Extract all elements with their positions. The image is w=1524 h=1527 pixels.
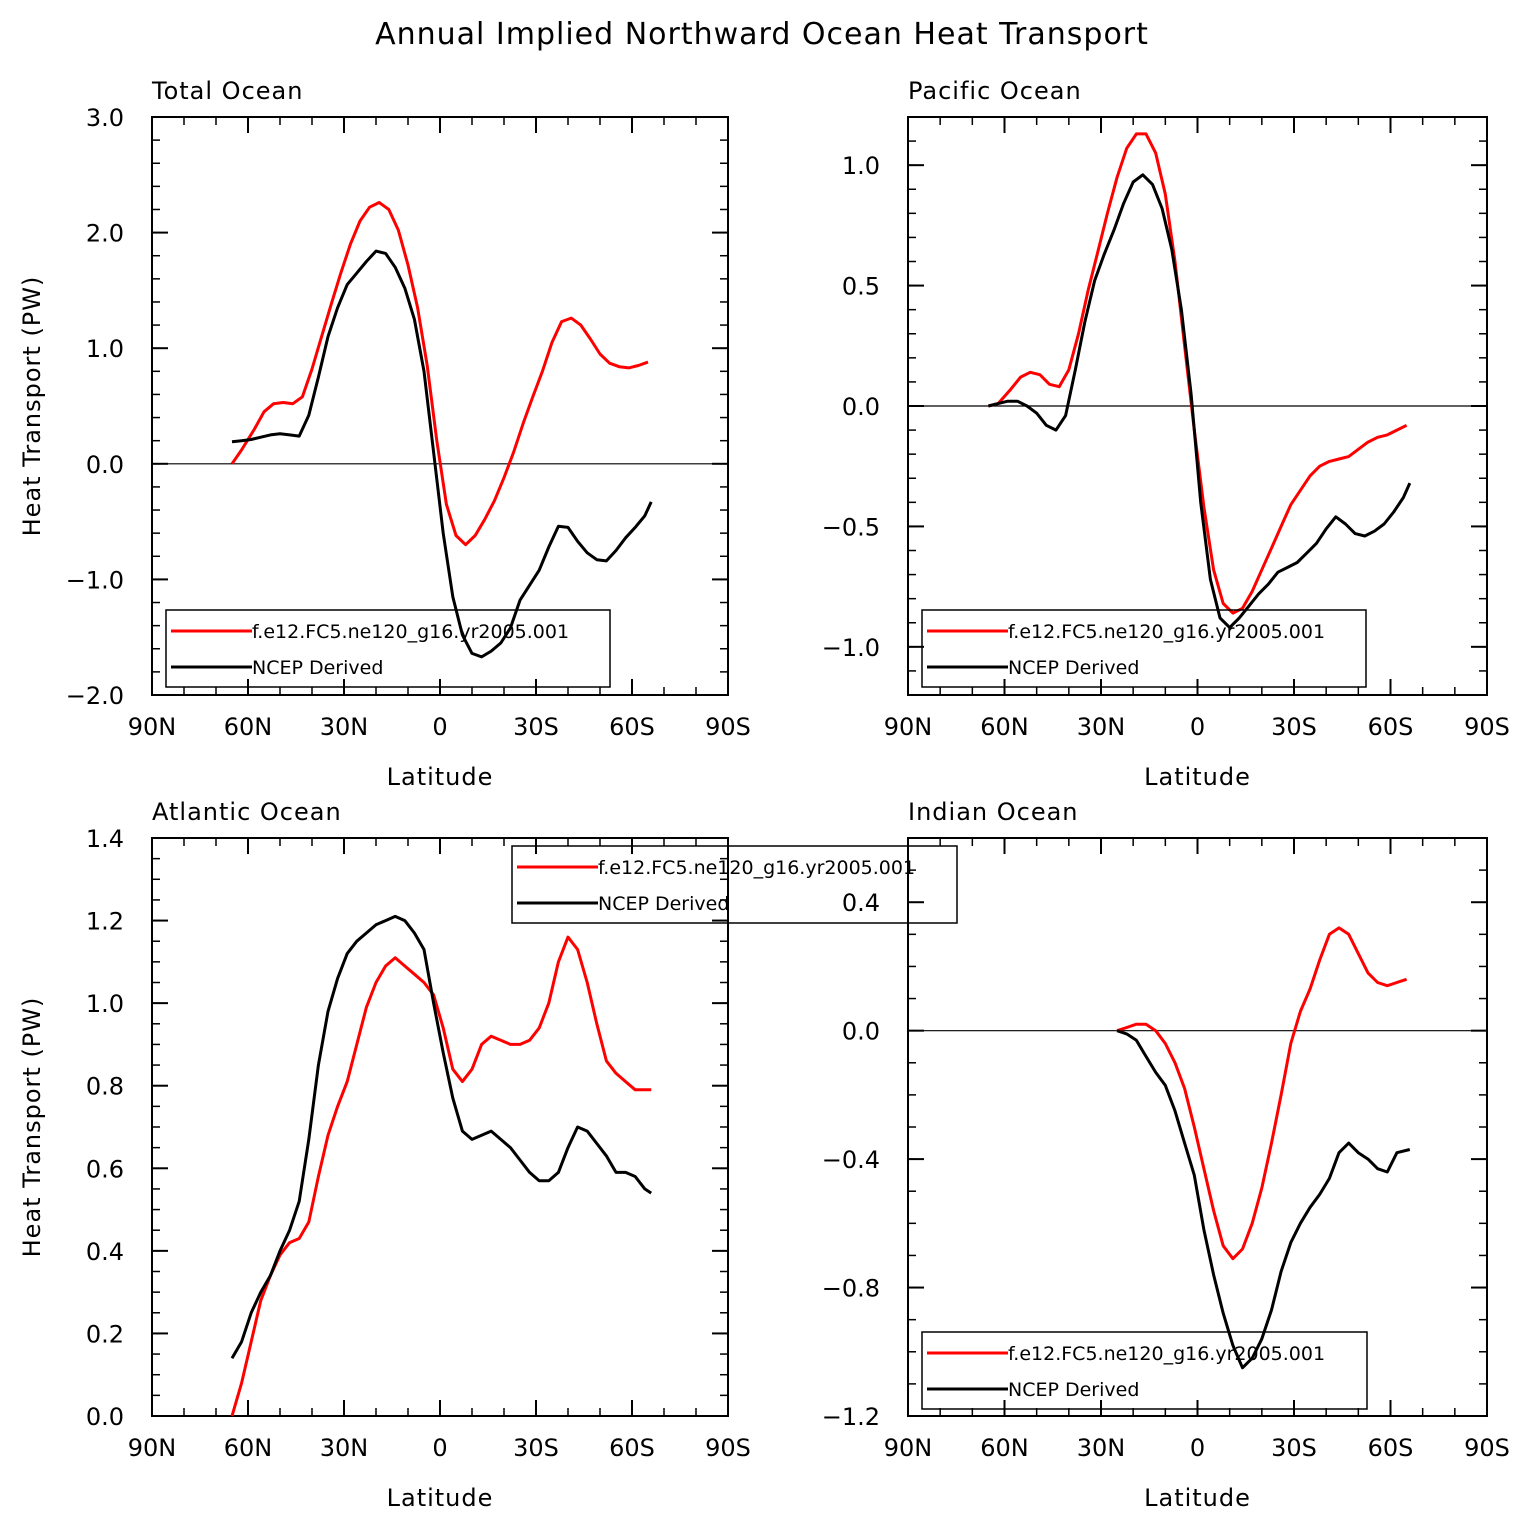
x-tick-label: 60N [224, 713, 273, 741]
y-tick-label: −1.0 [822, 634, 880, 662]
panel-title: Atlantic Ocean [152, 798, 342, 826]
series-line [988, 173, 1412, 630]
y-tick-label: −0.8 [822, 1275, 880, 1303]
x-tick-label: 90S [705, 713, 751, 741]
series-line [1116, 1029, 1411, 1370]
series-line [230, 914, 653, 1359]
panel-atlantic-ocean: Atlantic Ocean 90N 60N 30N 0 30S 60S 90S 0.0 0.2 0… [18, 798, 958, 1512]
y-tick-label: 1.0 [842, 152, 880, 180]
x-axis-label: Latitude [1144, 1484, 1251, 1512]
legend-label: NCEP Derived [1008, 1379, 1139, 1401]
x-axis-label: Latitude [1144, 763, 1251, 791]
y-tick-label: 2.0 [86, 220, 124, 248]
figure-title: Annual Implied Northward Ocean Heat Tran… [375, 17, 1149, 52]
y-tick-label: 0.4 [842, 889, 880, 917]
series-line [1116, 926, 1408, 1261]
x-tick-label: 90N [884, 713, 933, 741]
panel-total-ocean: Total Ocean 90N 60N 30N 0 30S 60S 90S −2.0 −1.0 0.… [18, 77, 751, 791]
panel-title: Total Ocean [151, 77, 303, 105]
x-tick-label: 60S [609, 713, 655, 741]
y-tick-label: 0.2 [86, 1320, 124, 1348]
y-tick-label: 0.4 [86, 1238, 124, 1266]
x-tick-label: 0 [1190, 713, 1205, 741]
y-tick-label: −0.4 [822, 1146, 880, 1174]
y-tick-label: −0.5 [822, 513, 880, 541]
y-tick-label: 0.8 [86, 1073, 124, 1101]
series-line [988, 132, 1408, 615]
x-tick-label: 30S [513, 1434, 559, 1462]
y-tick-label: 0.5 [842, 273, 880, 301]
x-tick-label: 60S [1368, 713, 1414, 741]
legend-label: f.e12.FC5.ne120_g16.yr2005.001 [252, 621, 569, 643]
y-tick-label: 1.0 [86, 335, 124, 363]
x-tick-label: 60N [224, 1434, 273, 1462]
x-tick-label: 30N [1077, 713, 1126, 741]
y-tick-label: 1.0 [86, 990, 124, 1018]
legend-label: NCEP Derived [598, 893, 729, 915]
x-axis-label: Latitude [387, 763, 494, 791]
panel-indian-ocean: Indian Ocean 90N 60N 30N 0 30S 60S 90S −1.2 −0.8 −… [822, 798, 1510, 1512]
x-tick-label: 90N [884, 1434, 933, 1462]
legend: f.e12.FC5.ne120_g16.yr2005.001 NCEP Deriv… [921, 1331, 1368, 1410]
legend: f.e12.FC5.ne120_g16.yr2005.001 NCEP Deriv… [511, 845, 958, 924]
x-tick-label: 90S [1464, 713, 1510, 741]
x-tick-label: 30N [320, 1434, 369, 1462]
x-tick-label: 60S [1368, 1434, 1414, 1462]
x-tick-label: 60S [609, 1434, 655, 1462]
x-tick-label: 0 [432, 713, 447, 741]
y-tick-label: 1.2 [86, 908, 124, 936]
y-axis-label: Heat Transport (PW) [18, 997, 46, 1258]
x-tick-label: 90N [128, 1434, 177, 1462]
plot-frame [151, 837, 729, 1417]
legend-box [511, 845, 958, 924]
y-tick-label: 1.4 [86, 825, 124, 853]
series-line [230, 935, 652, 1417]
y-tick-label: −2.0 [66, 682, 124, 710]
legend-label: f.e12.FC5.ne120_g16.yr2005.001 [1008, 1343, 1325, 1365]
y-tick-label: 3.0 [86, 104, 124, 132]
legend-label: NCEP Derived [1008, 657, 1139, 679]
x-tick-label: 30N [1077, 1434, 1126, 1462]
x-tick-label: 0 [1190, 1434, 1205, 1462]
legend-label: NCEP Derived [252, 657, 383, 679]
y-tick-label: 0.6 [86, 1155, 124, 1183]
y-tick-label: 0.0 [86, 451, 124, 479]
series-line [230, 201, 649, 547]
legend: f.e12.FC5.ne120_g16.yr2005.001 NCEP Deriv… [165, 609, 611, 688]
legend-box [165, 609, 611, 688]
x-tick-label: 30N [320, 713, 369, 741]
x-tick-label: 30S [1271, 1434, 1317, 1462]
x-tick-label: 30S [513, 713, 559, 741]
y-tick-label: −1.2 [822, 1403, 880, 1431]
legend-label: f.e12.FC5.ne120_g16.yr2005.001 [1008, 621, 1325, 643]
legend: f.e12.FC5.ne120_g16.yr2005.001 NCEP Deriv… [921, 609, 1367, 688]
x-tick-label: 60N [980, 713, 1029, 741]
x-tick-label: 0 [432, 1434, 447, 1462]
y-tick-label: −1.0 [66, 566, 124, 594]
y-tick-label: 0.0 [842, 1018, 880, 1046]
y-tick-label: 0.0 [86, 1403, 124, 1431]
x-tick-label: 90N [128, 713, 177, 741]
legend-box [921, 609, 1367, 688]
y-tick-label: 0.0 [842, 393, 880, 421]
panel-title: Pacific Ocean [908, 77, 1082, 105]
panel-title: Indian Ocean [908, 798, 1079, 826]
panel-pacific-ocean: Pacific Ocean 90N 60N 30N 0 30S 60S 90S −1.0 −0.5… [822, 77, 1510, 791]
legend-box [921, 1331, 1368, 1410]
x-axis-label: Latitude [387, 1484, 494, 1512]
plot-frame [907, 837, 1488, 1417]
x-tick-label: 30S [1271, 713, 1317, 741]
series-line [231, 249, 653, 659]
y-axis-label: Heat Transport (PW) [18, 276, 46, 537]
x-tick-label: 60N [980, 1434, 1029, 1462]
x-tick-label: 90S [705, 1434, 751, 1462]
plot-frame [151, 116, 729, 696]
plot-frame [907, 116, 1488, 696]
x-tick-label: 90S [1464, 1434, 1510, 1462]
panels: Total Ocean 90N 60N 30N 0 30S 60S 90S −2.0 −1.0 0.… [18, 77, 1510, 1512]
legend-label: f.e12.FC5.ne120_g16.yr2005.001 [598, 857, 915, 879]
